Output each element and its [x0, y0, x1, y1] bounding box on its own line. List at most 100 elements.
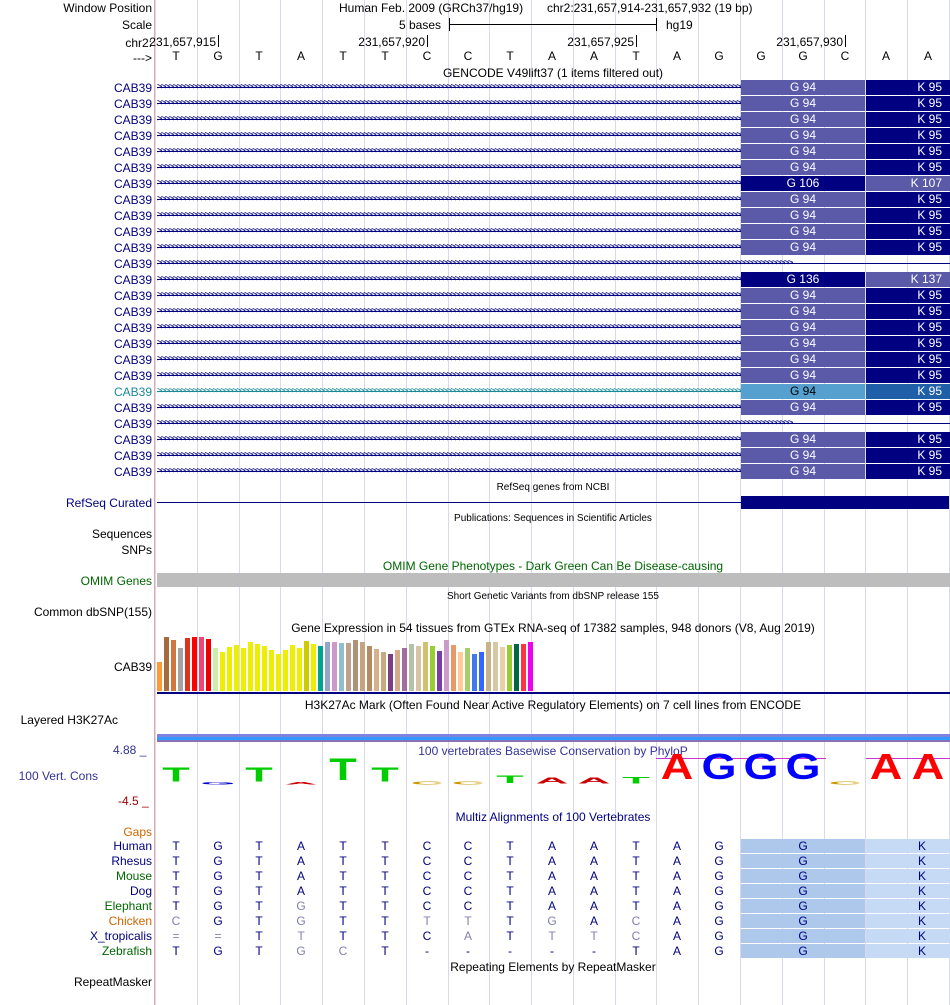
- gtex-bar[interactable]: [178, 648, 183, 691]
- gtex-bar[interactable]: [318, 646, 323, 691]
- transcript-label[interactable]: CAB39: [113, 337, 152, 351]
- gaps-label[interactable]: Gaps: [123, 825, 152, 839]
- gtex-bar[interactable]: [262, 646, 267, 691]
- gtex-bar[interactable]: [353, 640, 358, 691]
- codon-cell-2[interactable]: K 95: [866, 224, 950, 239]
- gtex-bar[interactable]: [339, 643, 344, 691]
- gtex-bar[interactable]: [381, 652, 386, 691]
- codon-cell-1[interactable]: G 94: [741, 432, 865, 447]
- transcript-intron[interactable]: [157, 263, 950, 264]
- species-label[interactable]: Human: [113, 839, 152, 853]
- snps-label[interactable]: SNPs: [121, 543, 152, 557]
- codon-cell-2[interactable]: K 95: [866, 368, 950, 383]
- codon-cell-2[interactable]: K 95: [866, 144, 950, 159]
- gtex-bar[interactable]: [367, 646, 372, 691]
- gtex-bar[interactable]: [283, 650, 288, 691]
- gtex-bar[interactable]: [192, 637, 197, 691]
- cons-logo-letter[interactable]: C: [410, 780, 444, 786]
- gtex-bar[interactable]: [430, 646, 435, 691]
- transcript-label[interactable]: CAB39: [113, 385, 152, 399]
- cons-logo-letter[interactable]: A: [535, 776, 569, 786]
- transcript-label[interactable]: CAB39: [113, 289, 152, 303]
- gtex-bar[interactable]: [332, 642, 337, 691]
- gtex-bar[interactable]: [507, 645, 512, 691]
- gtex-bar[interactable]: [500, 647, 505, 691]
- gtex-bar[interactable]: [290, 645, 295, 691]
- transcript-label[interactable]: CAB39: [113, 145, 152, 159]
- species-label[interactable]: Rhesus: [111, 854, 152, 868]
- gtex-bar[interactable]: [521, 644, 526, 691]
- gtex-bar[interactable]: [493, 642, 498, 691]
- gtex-bar[interactable]: [360, 642, 365, 691]
- transcript-label[interactable]: CAB39: [113, 177, 152, 191]
- transcript-label[interactable]: CAB39: [113, 321, 152, 335]
- codon-cell-1[interactable]: G 94: [741, 240, 865, 255]
- gtex-bar[interactable]: [486, 642, 491, 691]
- cons-logo-letter[interactable]: G: [200, 781, 236, 786]
- codon-cell-2[interactable]: K 95: [866, 400, 950, 415]
- transcript-label[interactable]: CAB39: [113, 369, 152, 383]
- transcript-label[interactable]: CAB39: [113, 449, 152, 463]
- codon-cell-1[interactable]: G 94: [741, 160, 865, 175]
- gtex-bar[interactable]: [164, 637, 169, 691]
- refseq-intron-line[interactable]: [157, 502, 741, 503]
- gtex-bar[interactable]: [220, 652, 225, 691]
- transcript-intron[interactable]: [157, 455, 741, 456]
- transcript-intron[interactable]: [157, 119, 741, 120]
- transcript-intron[interactable]: [157, 359, 741, 360]
- transcript-intron[interactable]: [157, 439, 741, 440]
- gtex-bar[interactable]: [241, 648, 246, 691]
- omim-label[interactable]: OMIM Genes: [80, 574, 152, 588]
- codon-cell-1[interactable]: G 94: [741, 80, 865, 95]
- cons-logo-letter[interactable]: A: [869, 746, 903, 787]
- codon-cell-1[interactable]: G 94: [741, 96, 865, 111]
- cons-logo-letter[interactable]: C: [828, 780, 862, 786]
- transcript-label[interactable]: CAB39: [113, 81, 152, 95]
- gtex-bar[interactable]: [472, 654, 477, 691]
- transcript-label[interactable]: CAB39: [113, 113, 152, 127]
- transcript-intron[interactable]: [157, 311, 741, 312]
- transcript-label[interactable]: CAB39: [113, 257, 152, 271]
- transcript-intron[interactable]: [157, 295, 741, 296]
- gtex-bar[interactable]: [297, 648, 302, 691]
- sequences-label[interactable]: Sequences: [91, 527, 152, 541]
- codon-cell-1[interactable]: G 94: [741, 352, 865, 367]
- codon-cell-1[interactable]: G 94: [741, 336, 865, 351]
- codon-cell-1[interactable]: G 94: [741, 112, 865, 127]
- cons-logo-letter[interactable]: A: [284, 781, 318, 786]
- species-label[interactable]: Chicken: [108, 914, 152, 928]
- gtex-bar[interactable]: [304, 641, 309, 691]
- transcript-label[interactable]: CAB39: [113, 241, 152, 255]
- gtex-bar[interactable]: [451, 645, 456, 691]
- transcript-label[interactable]: CAB39: [113, 97, 152, 111]
- transcript-intron[interactable]: [157, 151, 741, 152]
- transcript-intron[interactable]: [157, 103, 741, 104]
- gtex-bar[interactable]: [185, 638, 190, 691]
- cons-logo-letter[interactable]: G: [701, 746, 737, 787]
- transcript-intron[interactable]: [157, 215, 741, 216]
- transcript-label[interactable]: CAB39: [113, 465, 152, 479]
- gtex-bar[interactable]: [346, 643, 351, 691]
- codon-cell-2[interactable]: K 95: [866, 304, 950, 319]
- transcript-label[interactable]: CAB39: [113, 209, 152, 223]
- codon-cell-1[interactable]: G 94: [741, 144, 865, 159]
- codon-cell-2[interactable]: K 95: [866, 208, 950, 223]
- transcript-intron[interactable]: [157, 183, 741, 184]
- cons-logo-letter[interactable]: T: [622, 775, 650, 786]
- transcript-label[interactable]: CAB39: [113, 129, 152, 143]
- transcript-label[interactable]: CAB39: [113, 305, 152, 319]
- transcript-intron[interactable]: [157, 247, 741, 248]
- transcript-label[interactable]: CAB39: [113, 225, 152, 239]
- transcript-intron[interactable]: [157, 279, 741, 280]
- gtex-bar[interactable]: [199, 637, 204, 691]
- gtex-bar[interactable]: [388, 654, 393, 691]
- gtex-bar[interactable]: [325, 642, 330, 691]
- codon-cell-1[interactable]: G 94: [741, 192, 865, 207]
- codon-cell-2[interactable]: K 95: [866, 336, 950, 351]
- gtex-bar[interactable]: [227, 647, 232, 691]
- gtex-bar[interactable]: [444, 640, 449, 691]
- cons-logo-letter[interactable]: T: [329, 750, 357, 787]
- gtex-bar[interactable]: [402, 648, 407, 691]
- codon-cell-2[interactable]: K 95: [866, 240, 950, 255]
- gtex-bar[interactable]: [276, 654, 281, 691]
